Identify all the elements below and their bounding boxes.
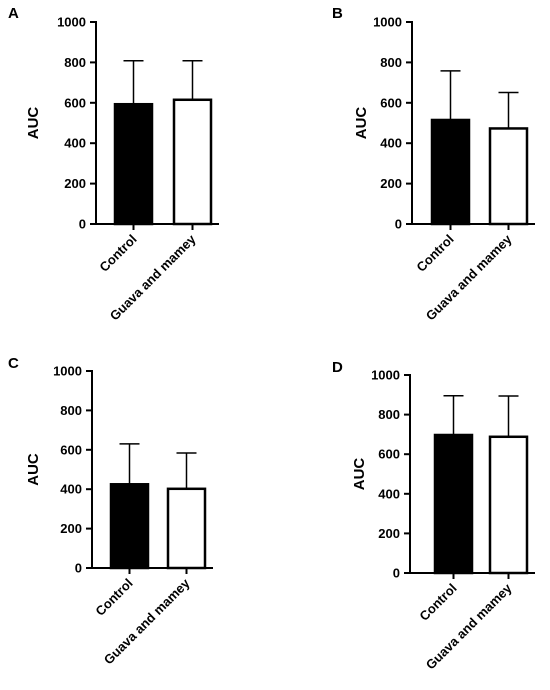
bar-control	[433, 433, 474, 575]
y-tick-label: 200	[380, 176, 402, 191]
x-category-label: Control	[92, 576, 135, 619]
x-category-label: Control	[416, 581, 459, 624]
y-tick-label: 600	[380, 95, 402, 110]
panel-letter: A	[8, 5, 19, 22]
y-tick-label: 400	[60, 482, 82, 497]
y-tick-label: 600	[64, 95, 86, 110]
y-tick-label: 0	[75, 561, 82, 576]
y-axis-title: AUC	[351, 458, 368, 491]
y-tick-label: 600	[378, 447, 400, 462]
bar-control	[109, 483, 150, 570]
x-category-label: Control	[96, 232, 139, 275]
bar-guava-and-mamey	[166, 487, 207, 570]
y-tick-label: 1000	[53, 364, 82, 379]
bar-guava-and-mamey	[488, 435, 529, 575]
y-tick-label: 0	[395, 217, 402, 232]
panel-letter: B	[332, 5, 343, 22]
panel-letter: C	[8, 355, 19, 372]
y-tick-label: 800	[378, 407, 400, 422]
y-tick-label: 400	[380, 136, 402, 151]
bar-control	[430, 118, 471, 226]
bar-control	[113, 102, 154, 226]
y-tick-label: 800	[380, 55, 402, 70]
bar-guava-and-mamey	[172, 98, 213, 226]
y-tick-label: 200	[378, 526, 400, 541]
y-tick-label: 1000	[57, 15, 86, 30]
x-category-label: Control	[413, 232, 456, 275]
y-tick-label: 1000	[371, 368, 400, 383]
y-tick-label: 600	[60, 442, 82, 457]
y-tick-label: 1000	[373, 15, 402, 30]
y-tick-label: 200	[64, 176, 86, 191]
y-tick-label: 800	[60, 403, 82, 418]
y-tick-label: 200	[60, 521, 82, 536]
y-tick-label: 400	[378, 486, 400, 501]
panel-letter: D	[332, 359, 343, 376]
y-tick-label: 0	[393, 566, 400, 581]
y-tick-label: 800	[64, 55, 86, 70]
y-axis-title: AUC	[353, 107, 370, 140]
y-tick-label: 400	[64, 136, 86, 151]
bar-guava-and-mamey	[488, 127, 529, 226]
y-axis-title: AUC	[25, 453, 42, 486]
y-tick-label: 0	[79, 217, 86, 232]
y-axis-title: AUC	[25, 107, 42, 140]
